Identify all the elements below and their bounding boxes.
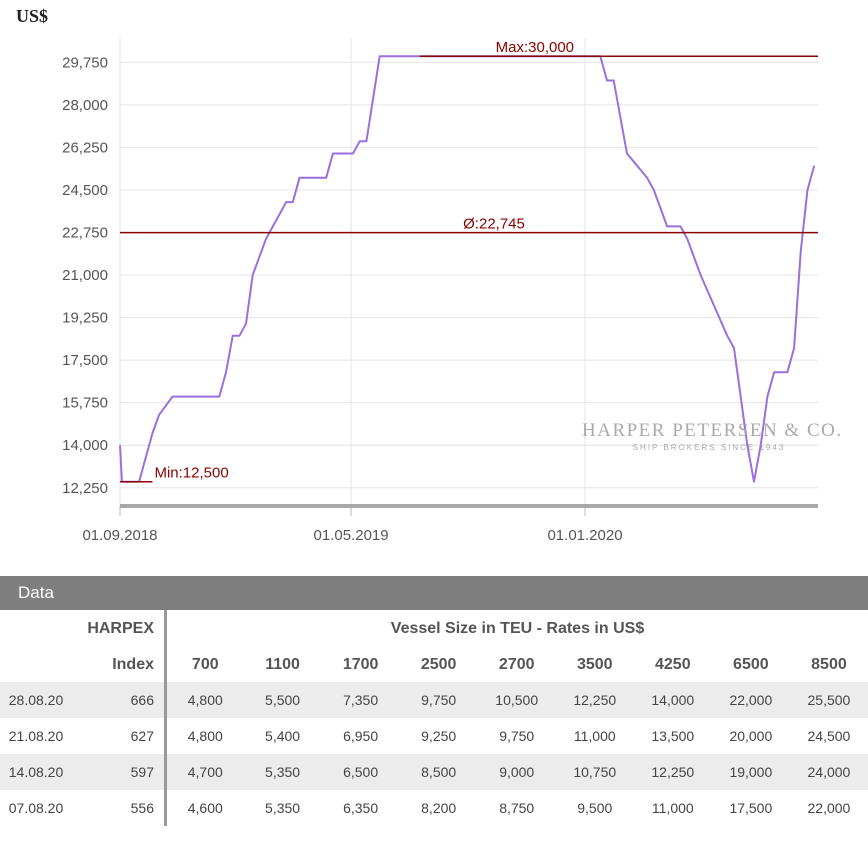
size-header: 2500	[420, 656, 457, 673]
rate-cell: 17,500	[729, 800, 773, 816]
row-index: 627	[72, 718, 167, 754]
y-tick-label: 29,750	[62, 54, 108, 71]
harper-petersen-logo: HARPER PETERSEN & CO. SHIP BROKERS SINCE…	[582, 420, 843, 452]
y-tick-label: 28,000	[62, 97, 108, 114]
rate-cell: 24,000	[789, 754, 868, 790]
rate-cell: 4,700	[165, 754, 244, 790]
y-tick-label: 15,750	[62, 395, 108, 412]
size-header: 4250	[655, 656, 691, 673]
table-row: 14.08.20 597 4,700 5,350 6,500 8,500 9,0…	[0, 754, 868, 790]
rate-cell: 5,350	[265, 800, 301, 816]
y-tick-label: 14,000	[62, 437, 108, 454]
rate-cell: 9,250	[421, 728, 457, 744]
rate-cell: 22,000	[807, 800, 851, 816]
y-tick-label: 21,000	[62, 267, 108, 284]
line-chart: 12,250 14,000 15,750 17,500 19,250 21,000 22,7…	[62, 38, 818, 544]
rate-cell: 6,500	[321, 754, 400, 790]
rate-cell: 4,800	[187, 728, 223, 744]
rate-cell: 4,600	[187, 800, 223, 816]
rate-cell: 13,500	[651, 728, 695, 744]
size-header: 2700	[498, 656, 535, 673]
rate-cell: 10,750	[555, 754, 634, 790]
row-index: 597	[72, 754, 167, 790]
rate-cell: 7,350	[321, 682, 400, 718]
y-tick-label: 17,500	[62, 352, 108, 369]
rate-cell: 11,000	[573, 728, 616, 744]
rate-cell: 8,500	[399, 754, 478, 790]
harpex-header: HARPEX	[72, 610, 167, 648]
rate-cell: 5,500	[243, 682, 322, 718]
rate-cell: 11,000	[651, 800, 694, 816]
rate-cell: 9,750	[399, 682, 478, 718]
rates-table-container: HARPEX Vessel Size in TEU - Rates in US$…	[0, 610, 868, 826]
rate-cell: 4,800	[165, 682, 244, 718]
x-tick-label: 01.05.2019	[314, 527, 389, 544]
rates-table: HARPEX Vessel Size in TEU - Rates in US$…	[0, 610, 868, 826]
rate-cell: 8,200	[421, 800, 457, 816]
rate-cell: 5,400	[265, 728, 301, 744]
rate-cell: 10,500	[477, 682, 556, 718]
series-line	[119, 55, 816, 483]
size-header: 1700	[342, 656, 379, 673]
logo-text: HARPER PETERSEN & CO.	[582, 420, 843, 441]
y-tick-label: 22,750	[62, 224, 108, 241]
rate-cell: 12,250	[633, 754, 712, 790]
data-section-header: Data	[0, 576, 868, 610]
y-axis-unit-label: US$	[16, 6, 49, 26]
rate-cell: 8,750	[499, 800, 535, 816]
row-date: 07.08.20	[8, 800, 64, 816]
vessel-size-group-header: Vessel Size in TEU - Rates in US$	[390, 620, 645, 637]
rate-cell: 12,250	[555, 682, 634, 718]
rate-cell: 9,500	[577, 800, 613, 816]
x-tick-label: 01.01.2020	[547, 527, 622, 544]
rate-cell: 5,350	[243, 754, 322, 790]
row-index: 666	[72, 682, 167, 718]
rate-cell: 9,000	[477, 754, 556, 790]
reference-line-label: Ø:22,745	[463, 216, 525, 233]
rate-cell: 22,000	[711, 682, 790, 718]
reference-line-label: Max:30,000	[496, 39, 574, 56]
y-tick-label: 19,250	[62, 310, 108, 327]
row-date: 14.08.20	[0, 754, 72, 790]
size-header: 6500	[733, 656, 769, 673]
size-header: 3500	[576, 656, 613, 673]
rate-cell: 20,000	[729, 728, 773, 744]
rate-cell: 19,000	[711, 754, 790, 790]
logo-tagline: SHIP BROKERS SINCE 1943	[632, 443, 786, 452]
size-header: 1100	[265, 656, 300, 673]
size-header: 700	[191, 656, 219, 673]
table-row: 28.08.20 666 4,800 5,500 7,350 9,750 10,…	[0, 682, 868, 718]
rate-cell: 25,500	[789, 682, 868, 718]
rate-cell: 24,500	[807, 728, 851, 744]
index-header: Index	[72, 648, 167, 682]
y-tick-label: 24,500	[62, 182, 108, 199]
table-header-row-1: HARPEX Vessel Size in TEU - Rates in US$	[0, 610, 868, 648]
table-row: 21.08.20 627 4,800 5,400 6,950 9,250 9,7…	[0, 718, 868, 754]
table-row: 07.08.20 556 4,600 5,350 6,350 8,200 8,7…	[0, 790, 868, 826]
rate-cell: 6,950	[343, 728, 379, 744]
reference-line-label: Min:12,500	[154, 465, 228, 482]
data-section-title: Data	[18, 583, 54, 602]
size-header: 8500	[811, 656, 847, 673]
row-date: 21.08.20	[8, 728, 64, 744]
row-index: 556	[72, 790, 167, 826]
row-date: 28.08.20	[0, 682, 72, 718]
table-header-row-2: Index 700 1100 1700 2500 2700 3500 4250 …	[0, 648, 868, 682]
rate-cell: 14,000	[633, 682, 712, 718]
y-tick-label: 26,250	[62, 139, 108, 156]
rate-cell: 9,750	[499, 728, 535, 744]
rate-cell: 6,350	[343, 800, 379, 816]
y-tick-label: 12,250	[62, 480, 108, 497]
x-tick-label: 01.09.2018	[82, 527, 157, 544]
